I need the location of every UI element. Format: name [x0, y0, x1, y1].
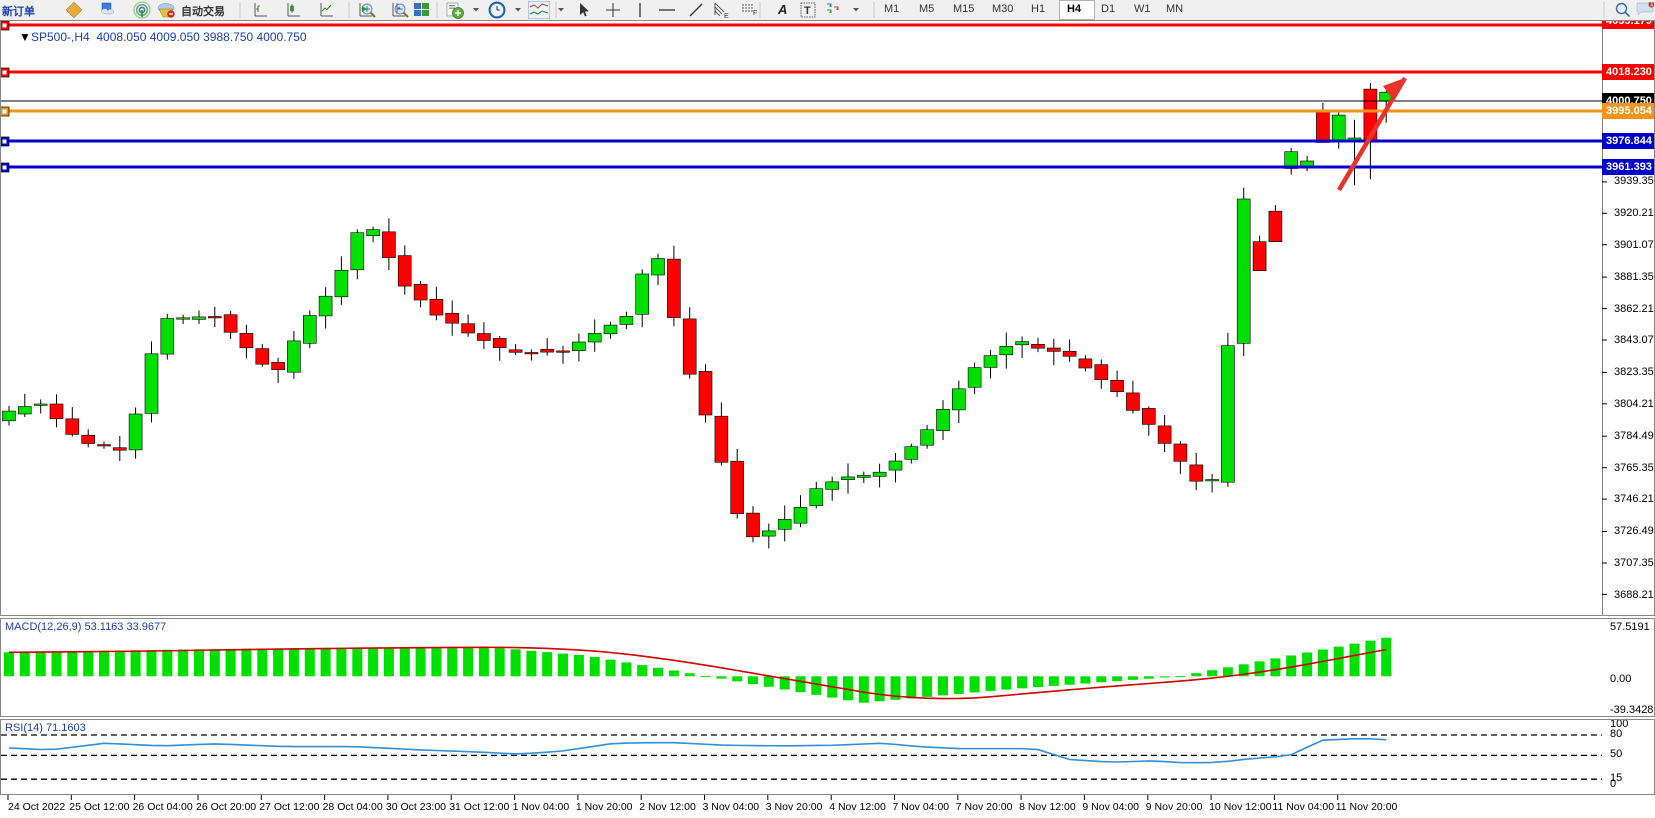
svg-text:T: T: [804, 5, 811, 17]
svg-text:F: F: [753, 10, 757, 16]
svg-text:E: E: [724, 13, 729, 19]
svg-text:1: 1: [1650, 2, 1653, 8]
